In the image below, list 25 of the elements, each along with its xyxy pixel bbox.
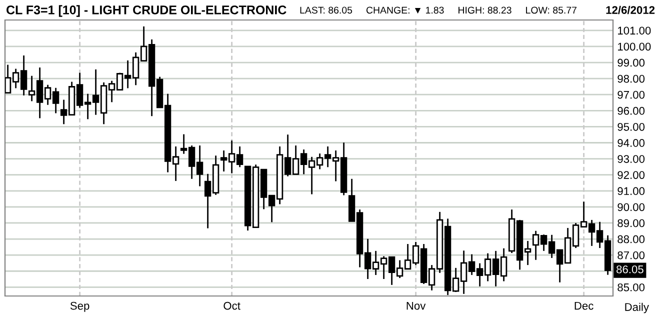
y-tick-label: 88.00	[618, 235, 645, 244]
y-tick-label: 89.00	[618, 219, 645, 228]
chart-title: CL F3=1 [10] - LIGHT CRUDE OIL-ELECTRONIC	[6, 5, 286, 17]
y-tick-label: 90.00	[618, 203, 645, 212]
x-tick-label: Nov	[406, 302, 426, 310]
x-tick-label: Dec	[574, 302, 594, 310]
y-tick-label: 96.00	[618, 106, 645, 115]
y-tick-label: 94.00	[618, 139, 645, 147]
y-tick-label: 95.00	[618, 122, 645, 131]
y-tick-label: 87.00	[618, 251, 645, 260]
annotation: 86.05	[616, 265, 644, 274]
y-tick-label: 98.00	[618, 74, 645, 83]
y-tick-label: 91.00	[618, 187, 645, 196]
x-tick-label: Sep	[70, 302, 90, 312]
x-tick-label: Oct	[224, 302, 240, 310]
text: Daily	[625, 302, 649, 314]
y-tick-label: 97.00	[618, 90, 645, 99]
y-tick-label: 99.00	[618, 58, 645, 67]
y-tick-label: 100.00	[618, 42, 651, 51]
y-tick-label: 101.00	[618, 26, 651, 35]
y-tick-label: 85.00	[618, 283, 645, 292]
y-tick-label: 92.00	[618, 171, 645, 179]
y-tick-label: 93.00	[618, 155, 645, 163]
text: 12/6/2012	[606, 6, 655, 14]
chart-subtitle: LAST: 86.05 CHANGE: ▼ 1.83 HIGH: 88.23 LOW: 85.77	[300, 6, 576, 14]
